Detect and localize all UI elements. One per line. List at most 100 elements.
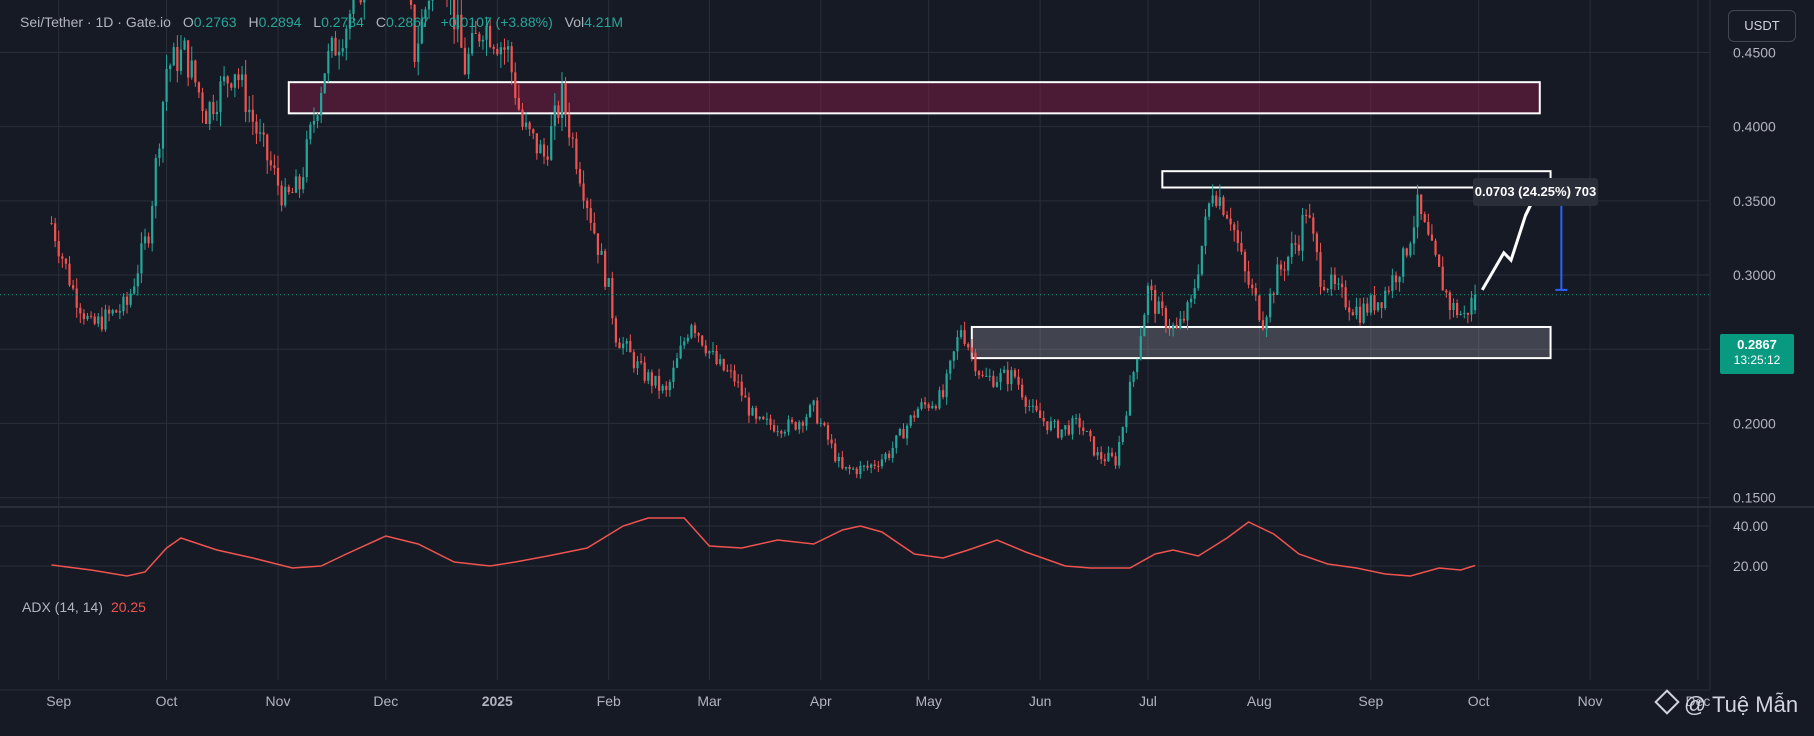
x-tick-label: Oct [1468,693,1490,709]
candle-up [471,32,474,54]
candle-down [276,167,280,186]
candle-down [1308,215,1311,218]
candle-down [1154,290,1157,314]
candle-down [1092,436,1096,456]
candle-down [107,309,111,314]
candle-up [553,105,556,127]
candle-up [550,126,553,160]
candle-up [1121,427,1124,442]
candle-down [733,370,736,382]
candle-down [1175,324,1178,328]
candle-down [1294,243,1297,245]
candle-up [999,372,1002,383]
candle-down [230,83,233,88]
candle-up [1064,425,1067,430]
candle-down [212,102,215,115]
candle-up [988,375,991,377]
symbol-title[interactable]: Sei/Tether · 1D · Gate.io [20,14,171,30]
candle-up [183,40,186,50]
y-tick-label: 0.3000 [1733,267,1776,283]
candle-up [208,102,211,125]
candle-down [492,46,495,49]
candle-down [1056,420,1060,438]
x-tick-label: 2025 [482,693,513,709]
candle-down [596,233,600,255]
x-tick-label: Sep [46,693,71,709]
candle-down [697,333,700,336]
candle-up [898,428,902,436]
candle-up [294,176,298,193]
candle-down [54,223,57,242]
candle-down [1405,248,1408,256]
candle-up [1384,290,1387,309]
adx-legend[interactable]: ADX (14, 14) 20.25 [22,599,146,615]
candle-up [284,186,287,206]
candle-down [629,341,632,353]
candle-up [1416,194,1419,228]
candle-down [1455,303,1459,316]
candle-down [575,138,578,170]
candle-down [64,258,68,264]
candle-down [1236,230,1239,244]
currency-button[interactable]: USDT [1728,10,1796,42]
candle-down [729,370,733,372]
candle-down [71,285,75,289]
candle-up [1470,297,1473,315]
candle-up [837,457,840,462]
candle-down [611,278,614,319]
candle-down [1258,295,1261,321]
candle-up [1355,306,1358,316]
candle-up [485,25,488,40]
candle-up [1301,214,1304,251]
candle-down [273,165,276,168]
candle-down [50,223,53,225]
candle-up [895,435,898,448]
candle-down [632,352,636,369]
candle-up [1197,274,1200,289]
high-value: 0.2894 [258,14,302,30]
adx-layer [51,517,1476,577]
candle-down [546,156,549,160]
candle-down [266,134,269,161]
candle-down [665,385,668,391]
candle-down [650,372,653,386]
candle-up [1287,256,1290,271]
candle-down [913,415,916,418]
candle-down [769,418,772,426]
x-tick-label: Jul [1139,693,1157,709]
candle-down [848,466,851,469]
candle-up [1326,289,1329,291]
candle-up [1211,195,1214,204]
candle-up [248,109,251,113]
candle-down [992,375,995,387]
candle-up [751,407,754,416]
candle-down [1103,459,1106,462]
low-value: 0.2734 [321,14,364,30]
volume-label: Vol [564,14,585,30]
candle-up [1139,336,1142,360]
candle-up [1118,441,1121,466]
candle-down [79,307,82,314]
candle-up [765,418,769,420]
candle-down [1089,431,1092,437]
candle-up [312,120,316,125]
candle-down [1340,283,1344,288]
candle-down [1322,286,1326,291]
change-value: +0.0107 (+3.88%) [440,14,553,30]
candle-down [1394,275,1398,283]
candle-up [1189,298,1193,303]
candle-up [222,76,226,82]
candle-up [668,381,671,391]
candle-up [862,465,866,467]
candle-down [1110,452,1114,457]
candle-up [506,46,510,50]
candle-up [341,48,344,52]
candle-down [1182,318,1186,321]
candle-down [571,137,574,139]
candle-down [1261,320,1265,330]
candle-down [1078,418,1081,428]
candle-down [1082,427,1085,432]
low-label: L [313,14,322,30]
y-tick-label: 0.3500 [1733,193,1776,209]
